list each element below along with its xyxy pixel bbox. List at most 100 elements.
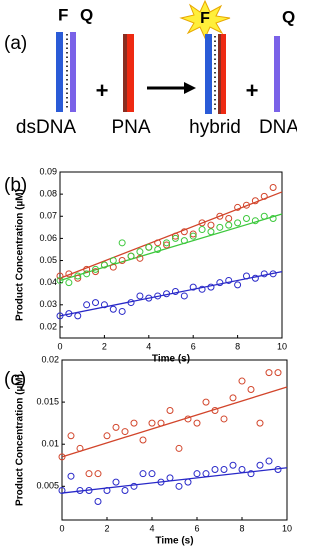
fit-line (59, 191, 283, 279)
data-point (103, 432, 111, 440)
data-point (163, 241, 171, 249)
data-point (154, 239, 162, 247)
data-point (74, 274, 82, 282)
data-point (127, 299, 135, 307)
data-point (171, 232, 179, 240)
data-point (85, 470, 93, 478)
data-point (65, 270, 73, 278)
data-point (180, 228, 188, 236)
data-point (56, 276, 64, 284)
data-point (229, 461, 237, 469)
data-point (100, 301, 108, 309)
data-point (136, 254, 144, 262)
data-point (234, 219, 242, 227)
data-point (163, 290, 171, 298)
data-point (247, 385, 255, 393)
data-point (130, 419, 138, 427)
quencher-label: Q (80, 5, 93, 24)
data-point (189, 230, 197, 238)
data-point (171, 288, 179, 296)
data-point (127, 252, 135, 260)
y-tick-label: 0.06 (39, 233, 57, 243)
x-tick-label: 6 (194, 523, 199, 533)
data-point (220, 465, 228, 473)
data-point (198, 285, 206, 293)
y-axis-label: Product Concentration (µM) (15, 374, 26, 506)
data-point (65, 279, 73, 287)
data-point (74, 312, 82, 320)
arrow-head (184, 82, 196, 94)
data-point (65, 310, 73, 318)
x-tick-label: 2 (104, 523, 109, 533)
data-point (207, 283, 215, 291)
data-point (103, 487, 111, 495)
figure: (a) F Q dsDNA + PNA F hybrid + Q DNA (b)… (4, 0, 297, 547)
data-point (198, 226, 206, 234)
data-point (112, 478, 120, 486)
y-tick-label: 0.05 (39, 255, 57, 265)
data-point (265, 457, 273, 465)
data-point (189, 232, 197, 240)
data-point (109, 305, 117, 313)
data-point (56, 272, 64, 280)
plot-frame (61, 359, 288, 521)
data-point (242, 272, 250, 280)
data-point (260, 270, 268, 278)
data-point (225, 276, 233, 284)
data-point (166, 407, 174, 415)
x-tick-label: 8 (239, 523, 244, 533)
data-point (121, 428, 129, 436)
data-point (207, 221, 215, 229)
data-point (216, 223, 224, 231)
strand (56, 32, 63, 112)
data-point (211, 465, 219, 473)
data-point (202, 398, 210, 406)
data-point (184, 478, 192, 486)
data-point (92, 299, 100, 307)
data-point (238, 465, 246, 473)
x-tick-label: 8 (235, 341, 240, 351)
data-point (175, 444, 183, 452)
data-point (220, 415, 228, 423)
data-point (118, 257, 126, 265)
fit-line (61, 467, 288, 494)
data-point (189, 283, 197, 291)
data-point (145, 294, 153, 302)
data-point (184, 415, 192, 423)
quencher-label: Q (282, 7, 295, 26)
data-point (100, 261, 108, 269)
data-point (92, 268, 100, 276)
x-tick-label: 6 (191, 341, 196, 351)
data-point (145, 243, 153, 251)
strand (221, 34, 226, 114)
item-label: hybrid (189, 117, 241, 138)
data-point (260, 212, 268, 220)
panel-label: (b) (4, 175, 27, 196)
strand (123, 34, 127, 112)
strand (70, 32, 76, 112)
data-point (202, 470, 210, 478)
data-point (256, 461, 264, 469)
y-tick-label: 0.07 (39, 211, 57, 221)
data-point (193, 470, 201, 478)
data-point (229, 394, 237, 402)
plot-frame (59, 171, 283, 339)
data-point (251, 217, 259, 225)
data-point (67, 472, 75, 480)
data-point (56, 312, 64, 320)
data-point (130, 482, 138, 490)
data-point (83, 265, 91, 273)
strand (205, 34, 212, 114)
data-point (83, 301, 91, 309)
data-point (109, 257, 117, 265)
data-point (247, 470, 255, 478)
x-tick-label: 0 (59, 523, 64, 533)
data-point (269, 183, 277, 191)
data-point (274, 465, 282, 473)
data-point (234, 203, 242, 211)
data-point (157, 419, 165, 427)
data-point (193, 419, 201, 427)
data-point (121, 487, 129, 495)
data-point (92, 265, 100, 273)
data-point (251, 274, 259, 282)
